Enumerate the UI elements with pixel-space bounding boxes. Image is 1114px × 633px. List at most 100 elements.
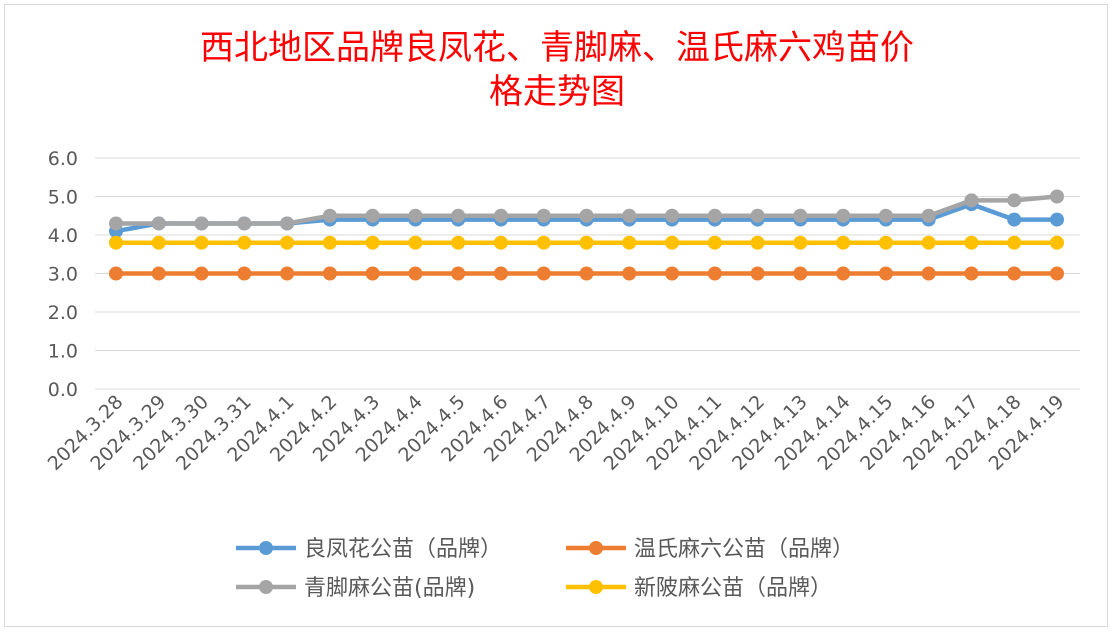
y-tick-label: 0.0 bbox=[48, 379, 78, 401]
data-point bbox=[878, 208, 893, 223]
y-tick-label: 1.0 bbox=[48, 341, 78, 363]
data-point bbox=[280, 216, 295, 231]
data-point bbox=[280, 266, 295, 281]
legend-item: 良凤花公苗（品牌） bbox=[236, 537, 502, 562]
data-point bbox=[1050, 212, 1064, 227]
data-point bbox=[322, 235, 337, 250]
data-point bbox=[707, 235, 722, 250]
chart-title: 西北地区品牌良凤花、青脚麻、温氏麻六鸡苗价 格走势图 bbox=[200, 28, 914, 112]
data-point bbox=[750, 235, 765, 250]
y-tick-label: 3.0 bbox=[48, 264, 78, 286]
data-point bbox=[536, 235, 551, 250]
data-point bbox=[408, 235, 423, 250]
data-point bbox=[1050, 235, 1064, 250]
data-point bbox=[579, 208, 594, 223]
y-tick-label: 6.0 bbox=[48, 148, 78, 170]
data-point bbox=[408, 266, 423, 281]
data-point bbox=[878, 266, 893, 281]
data-point bbox=[451, 208, 466, 223]
data-point bbox=[579, 235, 594, 250]
data-point bbox=[793, 235, 808, 250]
data-point bbox=[665, 208, 680, 223]
legend-swatch-marker bbox=[589, 541, 603, 555]
data-point bbox=[750, 208, 765, 223]
data-point bbox=[750, 266, 765, 281]
legend-label: 温氏麻六公苗（品牌） bbox=[634, 537, 854, 562]
y-tick-label: 2.0 bbox=[48, 302, 78, 324]
data-point bbox=[451, 235, 466, 250]
legend-item: 新陂麻公苗（品牌） bbox=[566, 576, 832, 601]
data-point bbox=[622, 208, 637, 223]
data-point bbox=[964, 235, 979, 250]
data-point bbox=[151, 235, 166, 250]
data-point bbox=[536, 208, 551, 223]
legend-item: 温氏麻六公苗（品牌） bbox=[566, 537, 854, 562]
data-point bbox=[194, 235, 209, 250]
legend-swatch-marker bbox=[589, 580, 603, 594]
chart-frame bbox=[4, 4, 1108, 627]
legend-item: 青脚麻公苗(品牌) bbox=[236, 576, 475, 601]
data-point bbox=[493, 235, 508, 250]
data-point bbox=[622, 266, 637, 281]
data-point bbox=[964, 266, 979, 281]
data-point bbox=[365, 235, 380, 250]
data-point bbox=[1050, 189, 1064, 204]
data-point bbox=[194, 216, 209, 231]
series-lines bbox=[109, 189, 1064, 281]
data-point bbox=[707, 208, 722, 223]
data-point bbox=[793, 208, 808, 223]
legend-swatch-marker bbox=[259, 541, 273, 555]
data-point bbox=[322, 208, 337, 223]
data-point bbox=[1007, 193, 1022, 208]
data-point bbox=[109, 235, 123, 250]
data-point bbox=[365, 266, 380, 281]
data-point bbox=[151, 216, 166, 231]
data-point bbox=[451, 266, 466, 281]
data-point bbox=[793, 266, 808, 281]
legend-swatch-marker bbox=[259, 580, 273, 594]
data-point bbox=[878, 235, 893, 250]
data-point bbox=[536, 266, 551, 281]
y-tick-label: 5.0 bbox=[48, 187, 78, 209]
data-point bbox=[665, 235, 680, 250]
data-point bbox=[1007, 266, 1022, 281]
data-point bbox=[493, 266, 508, 281]
data-point bbox=[836, 235, 851, 250]
x-axis-ticks: 2024.3.282024.3.292024.3.302024.3.312024… bbox=[44, 391, 1069, 475]
legend-label: 新陂麻公苗（品牌） bbox=[634, 576, 832, 601]
data-point bbox=[237, 216, 252, 231]
data-point bbox=[109, 216, 123, 231]
data-point bbox=[622, 235, 637, 250]
y-tick-label: 4.0 bbox=[48, 225, 78, 247]
data-point bbox=[194, 266, 209, 281]
data-point bbox=[579, 266, 594, 281]
data-point bbox=[237, 266, 252, 281]
data-point bbox=[237, 235, 252, 250]
series-3 bbox=[109, 235, 1064, 250]
data-point bbox=[109, 266, 123, 281]
legend-label: 良凤花公苗（品牌） bbox=[304, 537, 502, 562]
data-point bbox=[1050, 266, 1064, 281]
data-point bbox=[665, 266, 680, 281]
legend: 良凤花公苗（品牌） 温氏麻六公苗（品牌） 青脚麻公苗(品牌) 新陂麻公苗（品牌） bbox=[236, 537, 854, 601]
data-point bbox=[921, 266, 936, 281]
series-2 bbox=[109, 189, 1064, 231]
y-axis-ticks: 0.0 1.0 2.0 3.0 4.0 5.0 6.0 bbox=[48, 148, 78, 401]
data-point bbox=[151, 266, 166, 281]
data-point bbox=[365, 208, 380, 223]
data-point bbox=[836, 266, 851, 281]
legend-label: 青脚麻公苗(品牌) bbox=[304, 576, 475, 601]
data-point bbox=[1007, 212, 1022, 227]
series-1 bbox=[109, 266, 1064, 281]
data-point bbox=[1007, 235, 1022, 250]
data-point bbox=[322, 266, 337, 281]
data-point bbox=[964, 193, 979, 208]
data-point bbox=[280, 235, 295, 250]
data-point bbox=[921, 208, 936, 223]
data-point bbox=[408, 208, 423, 223]
data-point bbox=[836, 208, 851, 223]
data-point bbox=[707, 266, 722, 281]
data-point bbox=[493, 208, 508, 223]
data-point bbox=[921, 235, 936, 250]
